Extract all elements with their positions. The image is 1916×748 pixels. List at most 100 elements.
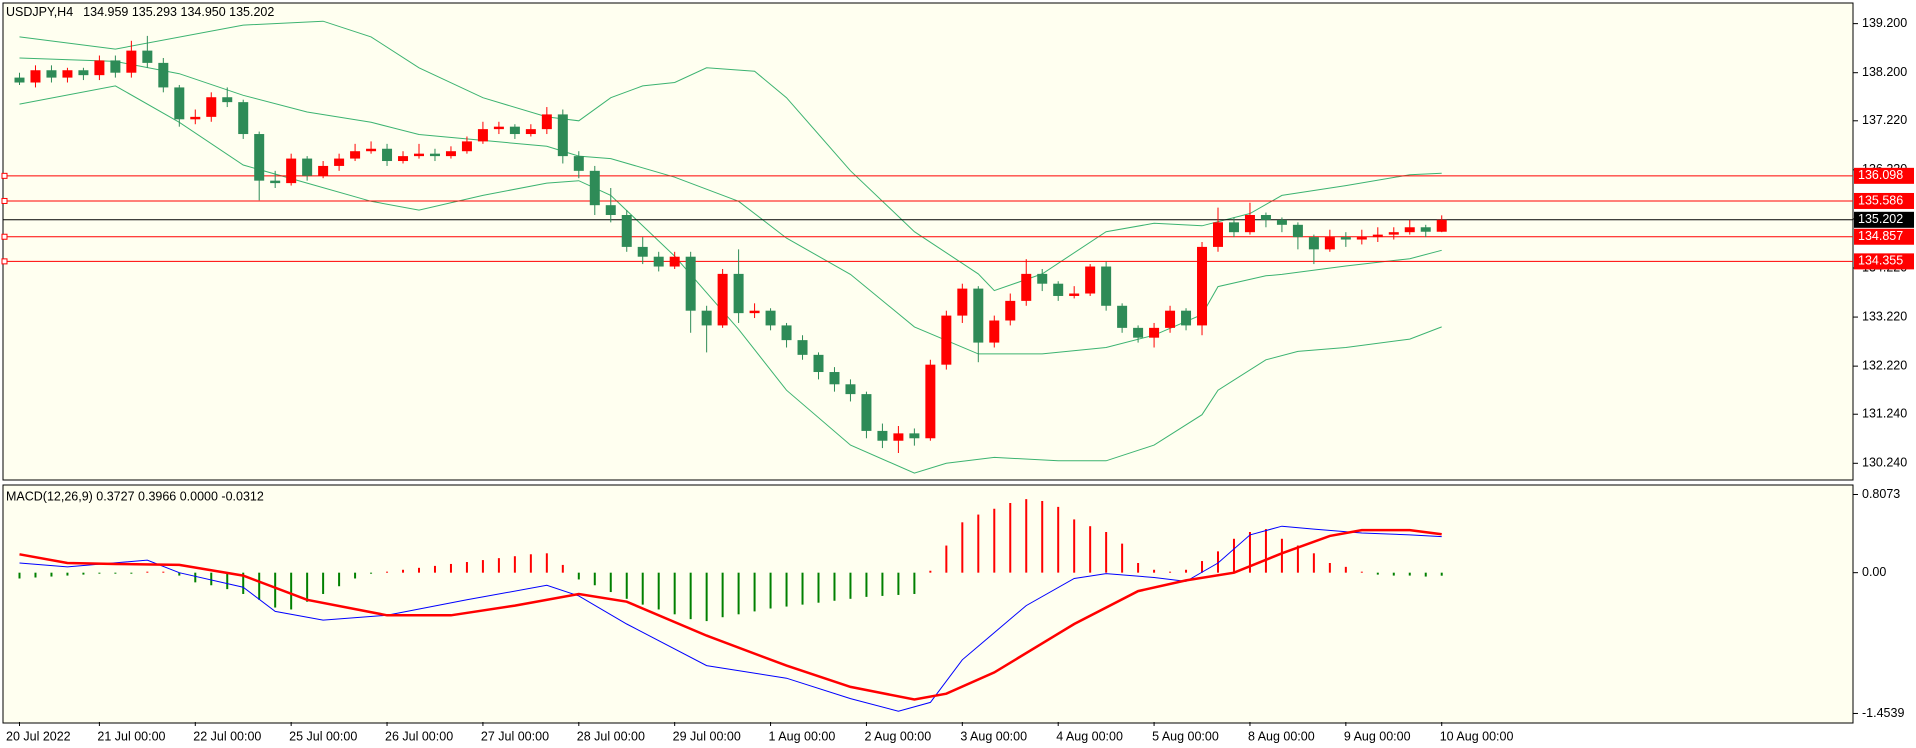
price-box-label: 135.202 xyxy=(1858,212,1903,226)
candle-body xyxy=(174,87,185,120)
candle-body xyxy=(1276,219,1287,225)
chart-header: USDJPY,H4 134.959 135.293 134.950 135.202 xyxy=(6,5,274,19)
candle-body xyxy=(877,430,888,441)
candle-body xyxy=(765,310,776,326)
y-tick-label: 132.220 xyxy=(1862,358,1907,372)
macd-y-tick-label: 0.00 xyxy=(1862,565,1886,579)
candle-body xyxy=(941,315,952,365)
candle-body xyxy=(1436,219,1447,232)
candle-body xyxy=(142,50,153,63)
candle-body xyxy=(254,134,265,181)
candle-body xyxy=(1005,300,1016,321)
candle-body xyxy=(445,151,456,157)
candle-body xyxy=(1053,283,1064,296)
x-tick-label: 21 Jul 00:00 xyxy=(97,729,165,743)
candle-body xyxy=(1228,222,1239,233)
x-tick-label: 25 Jul 00:00 xyxy=(289,729,357,743)
candle-body xyxy=(557,114,568,157)
candle-body xyxy=(286,158,297,184)
candle-body xyxy=(1340,237,1351,240)
candle-body xyxy=(589,170,600,206)
candle-body xyxy=(845,384,856,395)
price-box-label: 135.586 xyxy=(1858,193,1903,207)
level-handle xyxy=(1,233,8,240)
candle-body xyxy=(669,256,680,267)
candle-body xyxy=(701,310,712,326)
candle-body xyxy=(334,158,345,166)
candle-body xyxy=(398,156,409,162)
candle-body xyxy=(477,129,488,142)
candle-body xyxy=(573,156,584,171)
x-tick-label: 22 Jul 00:00 xyxy=(193,729,261,743)
candle-body xyxy=(621,215,632,247)
candle-body xyxy=(605,205,616,216)
y-tick-label: 131.240 xyxy=(1862,407,1907,421)
macd-title: MACD(12,26,9) 0.3727 0.3966 0.0000 -0.03… xyxy=(6,489,264,503)
macd-panel xyxy=(2,484,1854,724)
price-box xyxy=(1854,192,1914,209)
candle-body xyxy=(1165,310,1176,328)
x-tick-label: 27 Jul 00:00 xyxy=(481,729,549,743)
candle-body xyxy=(685,256,696,311)
candle-body xyxy=(957,288,968,316)
candle-body xyxy=(525,129,536,135)
candle-body xyxy=(206,97,217,117)
x-tick-label: 28 Jul 00:00 xyxy=(577,729,645,743)
macd-line xyxy=(19,525,1442,712)
candle-body xyxy=(1260,215,1271,220)
x-tick-label: 5 Aug 00:00 xyxy=(1152,729,1219,743)
candle-body xyxy=(829,372,840,385)
candle-body xyxy=(1133,327,1144,338)
candle-body xyxy=(541,114,552,130)
candle-body xyxy=(1388,232,1399,235)
candle-body xyxy=(733,273,744,314)
price-box xyxy=(1854,167,1914,184)
candle-body xyxy=(14,77,25,83)
candle-body xyxy=(1149,327,1160,338)
candle-body xyxy=(1244,215,1255,233)
macd-y-tick-label: 0.8073 xyxy=(1862,487,1900,501)
candle-body xyxy=(222,97,233,103)
candle-body xyxy=(158,62,169,88)
x-tick-label: 26 Jul 00:00 xyxy=(385,729,453,743)
y-tick-label: 133.220 xyxy=(1862,309,1907,323)
candle-body xyxy=(1117,305,1128,328)
y-tick-label: 130.240 xyxy=(1862,456,1907,470)
macd-line xyxy=(19,528,1442,701)
candle-body xyxy=(126,50,137,73)
candle-body xyxy=(893,433,904,441)
price-box xyxy=(1854,253,1914,270)
bollinger-band xyxy=(19,57,1442,355)
candle-body xyxy=(366,148,377,152)
x-tick-label: 3 Aug 00:00 xyxy=(960,729,1027,743)
price-box-label: 134.355 xyxy=(1858,254,1903,268)
candle-body xyxy=(1324,237,1335,250)
candle-body xyxy=(797,340,808,355)
candle-body xyxy=(414,153,424,157)
level-handle xyxy=(1,197,8,204)
x-tick-label: 8 Aug 00:00 xyxy=(1248,729,1315,743)
level-handle xyxy=(1,172,8,179)
candle-body xyxy=(429,153,440,157)
candle-body xyxy=(46,70,57,78)
ohlc-info: 134.959 135.293 134.950 135.202 xyxy=(83,5,274,19)
price-box xyxy=(1854,211,1914,228)
candle-body xyxy=(1181,310,1192,326)
x-tick-label: 9 Aug 00:00 xyxy=(1344,729,1411,743)
x-tick-label: 2 Aug 00:00 xyxy=(864,729,931,743)
candle-body xyxy=(30,70,41,83)
y-tick-label: 139.200 xyxy=(1862,16,1907,30)
candle-body xyxy=(238,102,249,135)
candle-body xyxy=(509,126,520,135)
x-tick-label: 4 Aug 00:00 xyxy=(1056,729,1123,743)
candle-body xyxy=(1292,224,1303,238)
candle-body xyxy=(717,273,728,326)
candle-body xyxy=(1404,227,1415,233)
price-box-label: 136.098 xyxy=(1858,168,1903,182)
candle-body xyxy=(382,148,393,162)
candle-body xyxy=(190,116,201,120)
candle-body xyxy=(493,126,504,130)
candle-body xyxy=(861,394,872,431)
